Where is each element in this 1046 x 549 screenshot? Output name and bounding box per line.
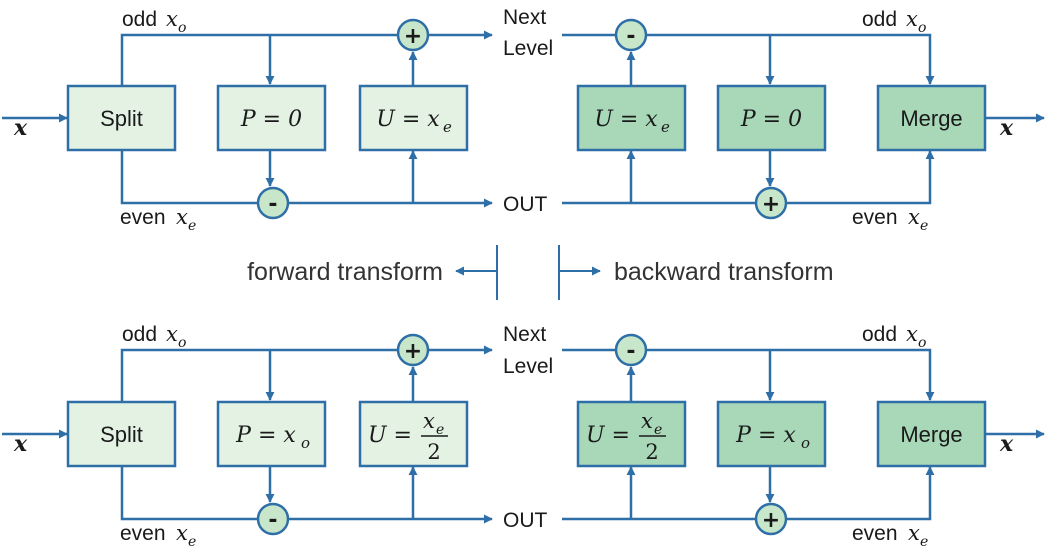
top-forward-split-box: Split	[66, 84, 177, 152]
predict-sub-o: o	[801, 434, 810, 452]
even-label: even	[852, 206, 898, 229]
update-u-xe-label: U = x	[376, 107, 440, 132]
bottom-backward-minus-node: -	[614, 333, 648, 367]
input-x-label: x	[13, 115, 28, 141]
update-sub-e: e	[661, 118, 670, 136]
minus-sign: -	[626, 339, 635, 364]
minus-sign: -	[626, 24, 635, 49]
top-forward-update-box: U = x e	[358, 84, 469, 152]
even-x: x	[176, 205, 188, 229]
bottom-forward-split-box: Split	[66, 400, 177, 468]
fraction-numerator-x: x	[641, 409, 653, 433]
plus-sign: +	[762, 508, 780, 533]
bottom-forward-minus-node: -	[256, 502, 290, 536]
top-backward-minus-node: -	[614, 18, 648, 52]
odd-x: x	[906, 7, 918, 31]
top-backward-merge-box: Merge	[876, 84, 987, 152]
level-label: Level	[503, 355, 553, 378]
bottom-forward-plus-node: +	[396, 333, 430, 367]
fraction-denominator: 2	[645, 440, 658, 464]
top-backward-predict-box: P = 0	[716, 84, 827, 152]
odd-label: odd	[122, 8, 157, 31]
bottom-backward-stage	[562, 348, 1045, 521]
input-x-label: x	[13, 431, 28, 457]
even-sub-e: e	[188, 534, 196, 549]
predict-p-xo-label: P = x	[235, 423, 296, 448]
out-label: OUT	[503, 509, 548, 532]
even-x: x	[176, 521, 188, 545]
update-u-eq-label: U =	[586, 423, 630, 448]
predict-p-xo-label: P = x	[735, 423, 796, 448]
predict-p-zero-label: P = 0	[240, 107, 302, 132]
split-label: Split	[100, 422, 143, 447]
plus-sign: +	[404, 24, 422, 49]
even-sub-e: e	[188, 218, 196, 234]
top-backward-stage	[562, 33, 1045, 205]
split-label: Split	[100, 106, 143, 131]
top-forward-predict-box: P = 0	[216, 84, 327, 152]
bottom-forward-update-box: U = x e 2	[358, 400, 469, 468]
plus-sign: +	[762, 192, 780, 217]
fraction-numerator-sub-e: e	[436, 422, 444, 438]
bottom-backward-update-box: U = x e 2	[576, 400, 687, 468]
odd-x: x	[166, 322, 178, 346]
next-label: Next	[503, 323, 546, 346]
update-u-xe-label: U = x	[594, 107, 658, 132]
odd-x: x	[906, 322, 918, 346]
odd-sub-o: o	[178, 335, 186, 351]
plus-sign: +	[404, 339, 422, 364]
fraction-numerator-sub-e: e	[654, 422, 662, 438]
fraction-numerator-x: x	[423, 409, 435, 433]
update-u-eq-label: U =	[368, 423, 412, 448]
predict-sub-o: o	[301, 434, 310, 452]
even-x: x	[908, 205, 920, 229]
bottom-backward-plus-node: +	[754, 502, 788, 536]
update-sub-e: e	[443, 118, 452, 136]
top-backward-plus-node: +	[754, 186, 788, 220]
next-label: Next	[503, 6, 546, 29]
backward-transform-label: backward transform	[614, 258, 834, 286]
even-sub-e: e	[920, 218, 928, 234]
bottom-backward-predict-box: P = x o	[716, 400, 827, 468]
bottom-forward-stage	[2, 345, 493, 524]
top-forward-minus-node: -	[256, 186, 290, 220]
predict-p-zero-label: P = 0	[740, 107, 802, 132]
even-label: even	[120, 522, 166, 545]
bottom-backward-merge-box: Merge	[876, 400, 987, 468]
odd-label: odd	[862, 323, 897, 346]
level-label: Level	[503, 37, 553, 60]
top-forward-stage	[2, 30, 493, 208]
merge-label: Merge	[900, 106, 962, 131]
minus-sign: -	[268, 192, 277, 217]
forward-transform-label: forward transform	[247, 258, 443, 286]
odd-label: odd	[862, 8, 897, 31]
output-x-label: x	[999, 431, 1014, 457]
even-label: even	[852, 522, 898, 545]
out-label: OUT	[503, 193, 548, 216]
top-forward-plus-node: +	[396, 18, 430, 52]
odd-sub-o: o	[918, 335, 926, 351]
output-x-label: x	[999, 115, 1014, 141]
odd-x: x	[166, 7, 178, 31]
direction-indicator	[455, 245, 601, 300]
even-label: even	[120, 206, 166, 229]
merge-label: Merge	[900, 422, 962, 447]
minus-sign: -	[268, 508, 277, 533]
odd-sub-o: o	[918, 20, 926, 36]
even-x: x	[908, 521, 920, 545]
bottom-forward-predict-box: P = x o	[216, 400, 327, 468]
odd-sub-o: o	[178, 20, 186, 36]
even-sub-e: e	[920, 534, 928, 549]
odd-label: odd	[122, 323, 157, 346]
fraction-denominator: 2	[427, 440, 440, 464]
top-backward-update-box: U = x e	[576, 84, 687, 152]
